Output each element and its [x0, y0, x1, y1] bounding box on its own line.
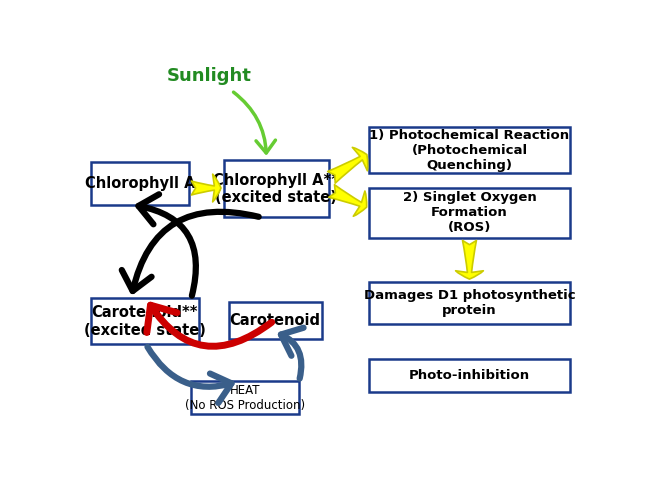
Text: Carotenoid: Carotenoid — [230, 313, 321, 328]
Text: Photo-inhibition: Photo-inhibition — [409, 369, 530, 382]
FancyBboxPatch shape — [229, 302, 322, 339]
Text: Damages D1 photosynthetic
protein: Damages D1 photosynthetic protein — [364, 289, 575, 317]
FancyBboxPatch shape — [369, 127, 570, 174]
FancyArrowPatch shape — [234, 92, 276, 153]
Text: 2) Singlet Oxygen
Formation
(ROS): 2) Singlet Oxygen Formation (ROS) — [402, 191, 536, 234]
FancyBboxPatch shape — [224, 161, 329, 217]
Text: Chlorophyll A**
(excited state): Chlorophyll A** (excited state) — [214, 173, 340, 205]
FancyBboxPatch shape — [91, 298, 199, 345]
FancyBboxPatch shape — [369, 282, 570, 324]
FancyBboxPatch shape — [369, 188, 570, 238]
FancyArrowPatch shape — [122, 212, 259, 291]
FancyBboxPatch shape — [369, 359, 570, 392]
FancyBboxPatch shape — [91, 162, 189, 205]
Text: Carotenoid**
(excited state): Carotenoid** (excited state) — [84, 305, 206, 337]
Text: Chlorophyll A: Chlorophyll A — [85, 176, 195, 191]
FancyArrowPatch shape — [148, 347, 232, 403]
Text: HEAT
(No ROS Production): HEAT (No ROS Production) — [185, 384, 305, 412]
Text: 1) Photochemical Reaction
(Photochemical
Quenching): 1) Photochemical Reaction (Photochemical… — [369, 129, 569, 172]
FancyBboxPatch shape — [192, 381, 299, 414]
FancyArrowPatch shape — [281, 328, 303, 379]
Text: Sunlight: Sunlight — [166, 66, 251, 85]
FancyArrowPatch shape — [138, 194, 196, 296]
FancyArrowPatch shape — [147, 305, 272, 347]
